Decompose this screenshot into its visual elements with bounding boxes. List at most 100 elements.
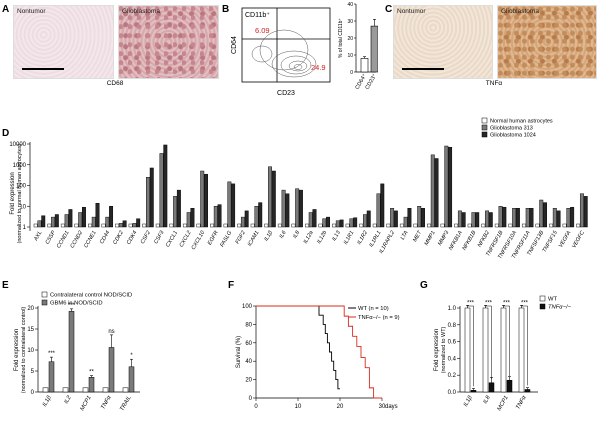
- bar: [213, 206, 218, 228]
- bar: [318, 223, 323, 228]
- significance-label: ***: [485, 301, 493, 307]
- bar: [108, 347, 115, 393]
- significance-label: ***: [503, 301, 511, 307]
- panel-label-f: F: [228, 280, 235, 291]
- bar: [132, 223, 137, 228]
- bar: [118, 223, 123, 228]
- significance-bracket: [521, 305, 528, 386]
- bar: [506, 379, 513, 393]
- bar: [335, 220, 340, 228]
- bar: [231, 183, 236, 228]
- bar: [339, 219, 344, 228]
- micrograph-c-nontumor: Nontumor: [393, 5, 493, 79]
- bar: [254, 206, 259, 228]
- y-axis-label-line1: Fold expression: [14, 329, 20, 371]
- bar: [326, 216, 331, 228]
- y-tick-label: 15: [27, 327, 34, 333]
- significance-bracket: [503, 305, 510, 377]
- bar: [33, 223, 38, 228]
- bar: [128, 223, 133, 228]
- micrograph-a-glioblastoma: Glioblastoma: [118, 5, 219, 79]
- y-tick-label: 0.0: [448, 390, 457, 396]
- x-tick-label: IL1R2: [356, 230, 369, 246]
- y-tick-label: 30: [347, 19, 353, 25]
- gate-label: CD11b⁺: [245, 12, 270, 19]
- legend-label: GBM6 in NOD/SCID: [50, 301, 103, 307]
- bar: [281, 189, 286, 228]
- bar: [566, 208, 571, 228]
- x-tick-label: EGFR: [207, 230, 220, 246]
- bar: [430, 154, 435, 228]
- panel-g-chart: 0.0 0.2 0.4 0.6 0.8 1.0 Fold expression (normal…: [434, 295, 572, 412]
- x-tick-label: ICAM1: [247, 230, 261, 248]
- bar: [461, 212, 466, 228]
- legend-label: Contralateral control NOD/SCID: [50, 293, 132, 299]
- bar: [470, 390, 477, 393]
- bar: [304, 223, 309, 228]
- y-axis-label-line2: (normalized to normal human astrocytes): [17, 143, 23, 243]
- bar: [95, 202, 100, 228]
- significance-label: **: [89, 370, 94, 376]
- y-axis-label-line1: Fold expression: [434, 329, 440, 371]
- bar: [376, 193, 381, 228]
- bar: [349, 218, 354, 228]
- bar: [308, 212, 313, 228]
- bar: [366, 210, 371, 228]
- x-tick-label: 10: [295, 404, 302, 410]
- y-tick-label: 60: [245, 341, 252, 347]
- bar: [277, 223, 282, 228]
- bar: [295, 188, 300, 228]
- bar: [467, 223, 472, 228]
- bar: [223, 223, 228, 228]
- significance-label: ***: [467, 301, 475, 307]
- bar: [521, 223, 526, 228]
- x-tick-label: VEGFC: [571, 230, 586, 249]
- bar: [440, 223, 445, 228]
- bar: [47, 223, 52, 228]
- legend-swatch: [41, 291, 48, 298]
- bar: [444, 145, 449, 228]
- x-tick-label: TRAIL: [119, 395, 132, 412]
- bar: [163, 144, 168, 228]
- panel-label-d: D: [2, 128, 10, 139]
- legend-label: TNFα−/−: [548, 305, 572, 311]
- y-tick-label: 0.4: [448, 356, 457, 362]
- bar: [579, 193, 584, 228]
- panel-label-g: G: [420, 280, 428, 291]
- bar: [250, 223, 255, 228]
- bar: [155, 223, 160, 228]
- bar: [529, 208, 534, 228]
- micrograph-a-nontumor: Nontumor: [13, 5, 114, 79]
- bar: [454, 223, 459, 228]
- bar: [353, 217, 358, 228]
- significance-label: ns: [108, 329, 114, 335]
- bar: [60, 223, 65, 228]
- bar: [322, 218, 327, 228]
- y-tick-label: 20: [347, 36, 353, 42]
- bar: [186, 212, 191, 228]
- x-tick-label: IL12b: [316, 230, 328, 245]
- x-tick-label: NFKB1B: [462, 230, 478, 252]
- bar: [512, 208, 517, 228]
- y-tick-label: 1: [23, 225, 27, 231]
- x-tick-label: CSF3: [153, 229, 166, 245]
- bar: [41, 215, 46, 228]
- y-tick-label: 10: [27, 348, 34, 354]
- bar: [101, 223, 106, 228]
- bar: [393, 210, 398, 228]
- bar: [173, 196, 178, 228]
- x-tick-label: TNFα: [515, 394, 528, 410]
- bar: [464, 307, 471, 393]
- x-tick-label: IL1β: [42, 394, 53, 407]
- bar: [525, 208, 530, 228]
- flow-xlabel: CD23: [277, 90, 295, 97]
- bar: [102, 387, 109, 393]
- bar: [182, 223, 187, 228]
- bar: [51, 216, 56, 228]
- y-tick-label: 10: [347, 53, 353, 59]
- x-tick-label: MMP1: [424, 230, 437, 247]
- y-axis-label: % of total CD11b⁺: [338, 18, 344, 58]
- y-tick-label: 20: [27, 306, 34, 312]
- y-tick-label: 0.8: [448, 323, 457, 329]
- x-tick-label: CCNE1: [83, 230, 98, 249]
